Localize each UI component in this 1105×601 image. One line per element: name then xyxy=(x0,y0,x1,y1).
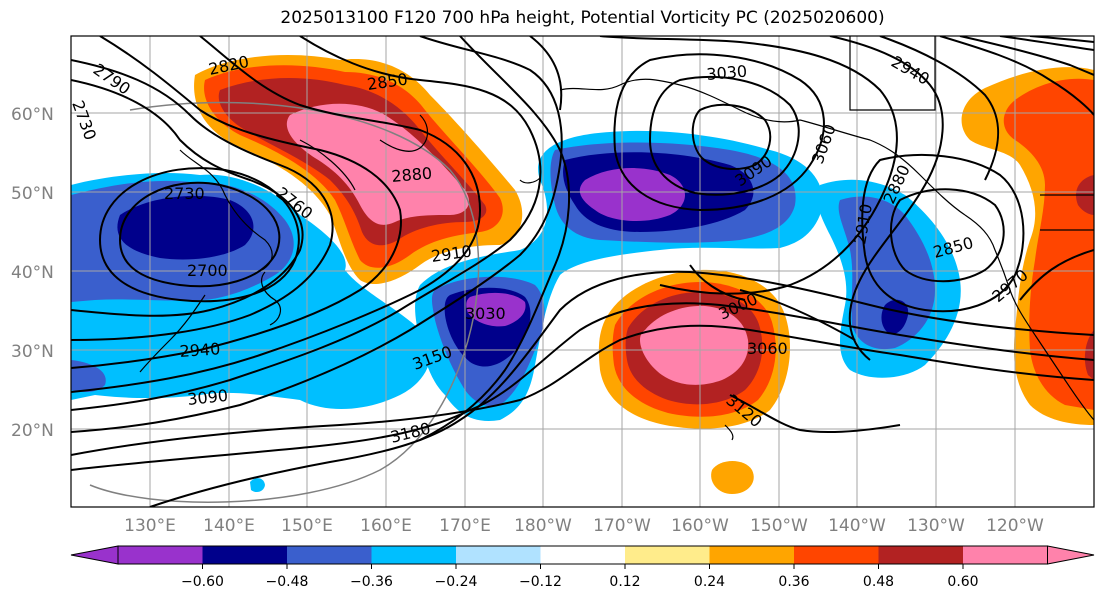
latitude-label: 40°N xyxy=(11,263,54,283)
latitude-label: 30°N xyxy=(11,342,54,362)
colorbar-swatch xyxy=(625,546,710,564)
great-circle-arc xyxy=(89,101,480,503)
longitude-label: 140°W xyxy=(828,516,886,536)
map-frame xyxy=(70,35,1095,508)
latitude-labels: 60°N 50°N 40°N 30°N 20°N xyxy=(11,105,54,441)
longitude-label: 180°W xyxy=(514,516,572,536)
contour-label: 2880 xyxy=(391,164,433,186)
colorbar-tick-label: −0.24 xyxy=(435,574,478,590)
contour-label: 3060 xyxy=(747,339,788,358)
colorbar-tick-label: −0.36 xyxy=(350,574,393,590)
pv-region-west-coast xyxy=(961,67,1094,425)
longitude-label: 150°E xyxy=(281,516,333,536)
latitude-label: 50°N xyxy=(11,184,54,204)
contour-label: 2730 xyxy=(164,184,205,203)
map-field xyxy=(71,36,1094,507)
longitude-label: 130°E xyxy=(124,516,176,536)
colorbar-swatch xyxy=(963,546,1048,564)
colorbar-tick-label: 0.12 xyxy=(609,574,640,590)
colorbar-ticks xyxy=(202,564,964,569)
contour-label: 2700 xyxy=(187,261,228,280)
colorbar-tick-label: 0.48 xyxy=(863,574,894,590)
latitude-label: 20°N xyxy=(11,421,54,441)
colorbar-tick-label: 0.60 xyxy=(947,574,978,590)
colorbar-extend-low xyxy=(70,545,119,565)
colorbar-swatch xyxy=(287,546,372,564)
map-title: 2025013100 F120 700 hPa height, Potentia… xyxy=(280,8,885,28)
pv-region-subtropical xyxy=(250,269,790,494)
longitude-label: 140°E xyxy=(203,516,255,536)
longitude-label: 150°W xyxy=(750,516,808,536)
contour-label: 3030 xyxy=(465,304,506,323)
longitude-label: 160°W xyxy=(671,516,729,536)
longitude-label: 130°W xyxy=(907,516,965,536)
contour-label: 2940 xyxy=(179,339,221,361)
contour-label: 3030 xyxy=(706,62,748,84)
height-contours xyxy=(71,36,1094,507)
graticule xyxy=(71,36,1094,507)
latitude-label: 60°N xyxy=(11,105,54,125)
colorbar-tick-label: 0.24 xyxy=(694,574,725,590)
colorbar-swatch xyxy=(878,546,963,564)
colorbar-tick-label: −0.48 xyxy=(266,574,309,590)
colorbar-swatch xyxy=(456,546,541,564)
colorbar-extend-high xyxy=(1047,545,1095,565)
colorbar-swatch xyxy=(709,546,794,564)
colorbar-tick-label: −0.60 xyxy=(181,574,224,590)
colorbar-tick-label: −0.12 xyxy=(519,574,562,590)
longitude-labels: 130°E 140°E 150°E 160°E 170°E 180°W 170°… xyxy=(124,516,1044,536)
contour-label: 3090 xyxy=(186,386,228,409)
colorbar-swatch xyxy=(794,546,879,564)
colorbar: −0.60 −0.48 −0.36 −0.24 −0.12 0.12 0.24 … xyxy=(70,545,1095,590)
colorbar-swatch xyxy=(540,546,625,564)
longitude-label: 170°E xyxy=(439,516,491,536)
colorbar-outline xyxy=(117,545,1048,565)
colorbar-swatch xyxy=(118,546,203,564)
longitude-label: 120°W xyxy=(986,516,1044,536)
longitude-label: 170°W xyxy=(593,516,651,536)
colorbar-swatch xyxy=(202,546,287,564)
colorbar-swatch xyxy=(371,546,456,564)
longitude-label: 160°E xyxy=(360,516,412,536)
colorbar-tick-label: 0.36 xyxy=(778,574,809,590)
